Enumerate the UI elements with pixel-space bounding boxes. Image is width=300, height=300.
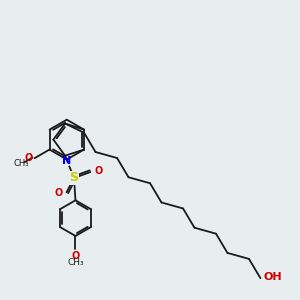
Text: O: O [55,188,63,198]
Text: O: O [71,251,80,261]
Text: CH₃: CH₃ [67,258,84,267]
Text: O: O [94,167,103,176]
Text: OH: OH [264,272,283,282]
Text: O: O [25,153,33,163]
Text: N: N [62,156,71,166]
Text: CH₃: CH₃ [14,159,29,168]
Text: S: S [70,172,79,184]
